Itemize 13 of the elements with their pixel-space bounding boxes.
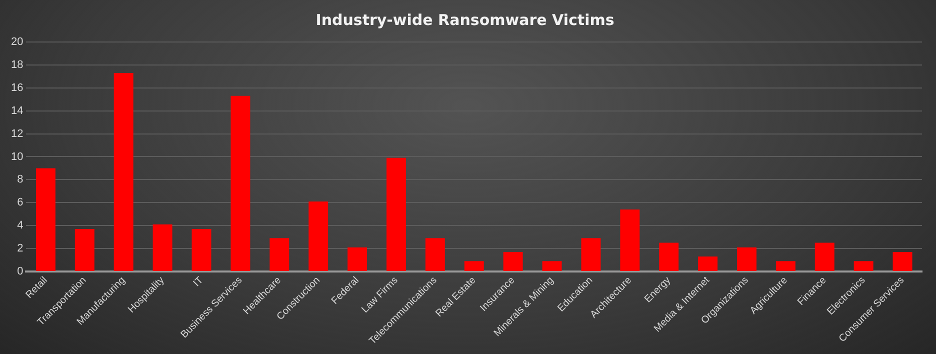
y-tick-label: 18 bbox=[10, 58, 24, 71]
y-tick-label: 16 bbox=[10, 82, 24, 94]
y-tick-label: 0 bbox=[17, 265, 24, 278]
y-tick-label: 8 bbox=[17, 174, 24, 186]
chart-title: Industry-wide Ransomware Victims bbox=[316, 10, 614, 29]
y-tick-label: 20 bbox=[10, 36, 24, 48]
y-tick-label: 12 bbox=[10, 128, 24, 140]
y-tick-label: 6 bbox=[17, 196, 24, 209]
y-tick-label: 4 bbox=[17, 220, 24, 232]
y-tick-label: 10 bbox=[10, 150, 24, 163]
y-tick-label: 14 bbox=[10, 104, 24, 117]
y-tick-label: 2 bbox=[17, 242, 24, 255]
x-tick-label: IT bbox=[191, 274, 206, 290]
